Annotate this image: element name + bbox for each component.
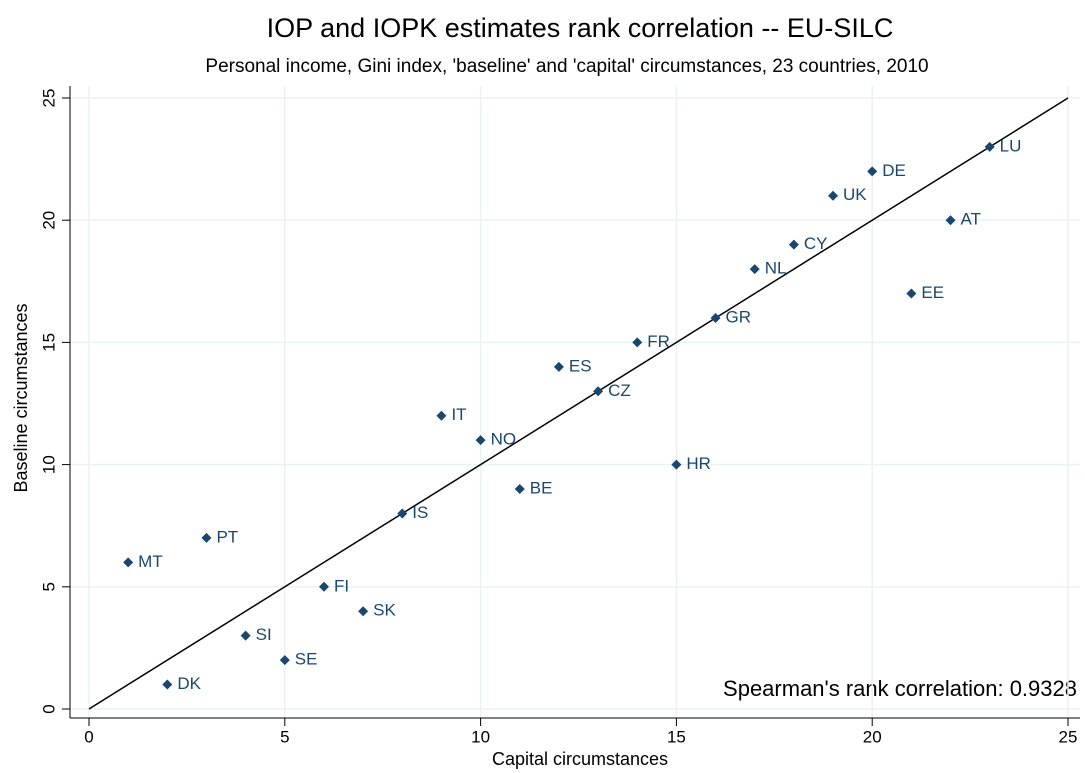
point xyxy=(514,484,525,495)
point xyxy=(593,386,604,397)
point xyxy=(788,239,799,250)
point-label: NL xyxy=(765,259,787,278)
reference-line xyxy=(88,97,1069,710)
x-tick-label: 10 xyxy=(471,727,490,746)
y-axis-title: Baseline circumstances xyxy=(11,303,31,492)
x-tick-label: 0 xyxy=(84,727,93,746)
point-label: PT xyxy=(216,527,238,546)
point-label: UK xyxy=(843,185,867,204)
point xyxy=(710,312,721,323)
chart-subtitle: Personal income, Gini index, 'baseline' … xyxy=(205,56,928,77)
x-tick-label: 15 xyxy=(667,727,686,746)
point xyxy=(201,532,212,543)
point-label: BE xyxy=(530,479,553,498)
point-label: IS xyxy=(412,503,428,522)
point xyxy=(553,361,564,372)
point xyxy=(945,215,956,226)
point-label: SE xyxy=(295,650,318,669)
point xyxy=(828,190,839,201)
point xyxy=(906,288,917,299)
y-tick-label: 20 xyxy=(39,211,58,230)
point-label: EE xyxy=(921,283,944,302)
point xyxy=(318,581,329,592)
point xyxy=(279,655,290,666)
y-tick-label: 10 xyxy=(39,455,58,474)
annotation: Spearman's rank correlation: 0.9328 xyxy=(723,676,1077,701)
point-label: FI xyxy=(334,576,349,595)
y-tick-label: 0 xyxy=(39,704,58,713)
point xyxy=(749,264,760,275)
point-label: SK xyxy=(373,601,396,620)
point-label: DK xyxy=(177,674,201,693)
point xyxy=(671,459,682,470)
y-tick-label: 5 xyxy=(39,582,58,591)
point-label: CY xyxy=(804,234,828,253)
point-label: NO xyxy=(491,430,516,449)
point xyxy=(162,679,173,690)
point xyxy=(123,557,134,568)
x-tick-label: 25 xyxy=(1059,727,1078,746)
point xyxy=(984,141,995,152)
chart-title: IOP and IOPK estimates rank correlation … xyxy=(267,13,894,43)
point-label: AT xyxy=(961,210,981,229)
x-axis-title: Capital circumstances xyxy=(492,749,668,769)
point-label: CZ xyxy=(608,381,631,400)
point-label: ES xyxy=(569,356,592,375)
point xyxy=(867,166,878,177)
point-label: DE xyxy=(882,161,906,180)
point-label: FR xyxy=(647,332,670,351)
point xyxy=(632,337,643,348)
point xyxy=(475,435,486,446)
point-label: IT xyxy=(451,405,466,424)
point xyxy=(358,606,369,617)
x-tick-label: 5 xyxy=(280,727,289,746)
point-label: GR xyxy=(726,307,752,326)
point-label: HR xyxy=(686,454,711,473)
point-label: LU xyxy=(1000,136,1022,155)
point-label: SI xyxy=(256,625,272,644)
point xyxy=(436,410,447,421)
y-tick-label: 15 xyxy=(39,333,58,352)
point xyxy=(240,630,251,641)
point-label: MT xyxy=(138,552,163,571)
point xyxy=(397,508,408,519)
x-tick-label: 20 xyxy=(863,727,882,746)
y-tick-label: 25 xyxy=(39,89,58,108)
